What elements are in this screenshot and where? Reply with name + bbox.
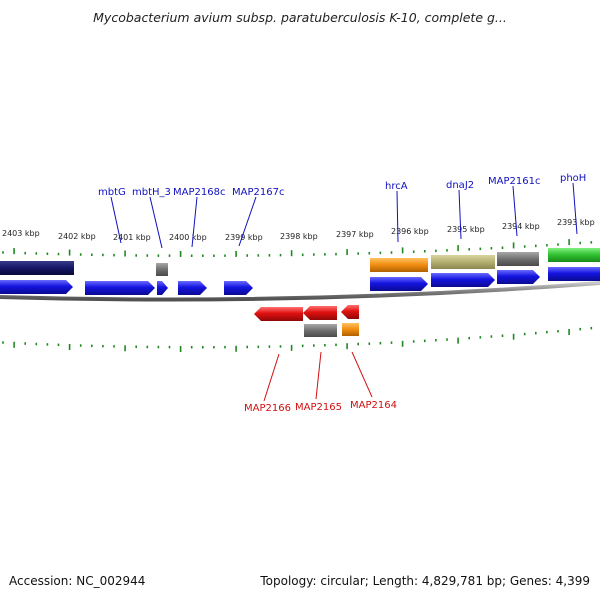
gene-label-mbtH_3[interactable]: mbtH_3 [132, 187, 171, 198]
forward-gene-labels: mbtG mbtH_3 MAP2168c MAP2167c hrcA dnaJ2… [98, 173, 586, 198]
topology-text: Topology: circular; Length: 4,829,781 bp… [260, 574, 590, 588]
gene-block[interactable] [342, 323, 359, 336]
gene-arrow[interactable] [303, 306, 337, 320]
forward-gene-row-upper [0, 248, 600, 276]
gene-arrow[interactable] [157, 281, 168, 295]
gene-block[interactable] [0, 261, 74, 275]
reverse-gene-row [254, 305, 359, 337]
forward-gene-row [0, 267, 600, 295]
gene-arrow[interactable] [431, 273, 495, 287]
kbp-label: 2394 kbp [502, 222, 540, 231]
accession-text: Accession: NC_002944 [9, 574, 146, 588]
gene-label-MAP2165[interactable]: MAP2165 [295, 402, 342, 413]
gene-label-hrcA[interactable]: hrcA [385, 181, 408, 192]
gene-arrow[interactable] [85, 281, 155, 295]
kbp-label: 2395 kbp [447, 225, 485, 234]
gene-label-MAP2168c[interactable]: MAP2168c [173, 187, 225, 198]
gene-label-phoH[interactable]: phoH [560, 173, 586, 184]
genome-backbone [0, 281, 600, 302]
gene-arrow[interactable] [254, 307, 303, 321]
kbp-label: 2399 kbp [225, 233, 263, 242]
gene-label-MAP2166[interactable]: MAP2166 [244, 403, 291, 414]
gene-label-MAP2161c[interactable]: MAP2161c [488, 176, 540, 187]
map-title: Mycobacterium avium subsp. paratuberculo… [93, 10, 507, 25]
gene-arrow[interactable] [178, 281, 207, 295]
gene-block[interactable] [156, 263, 168, 276]
reverse-leader-lines [263, 351, 373, 402]
kbp-label: 2403 kbp [2, 229, 40, 238]
kbp-label: 2400 kbp [169, 233, 207, 242]
gene-arrow[interactable] [0, 280, 73, 294]
gene-block[interactable] [548, 248, 600, 262]
gene-block[interactable] [497, 252, 539, 266]
gene-arrow[interactable] [548, 267, 600, 281]
gene-block[interactable] [370, 258, 428, 272]
gene-block[interactable] [304, 324, 337, 337]
gene-arrow[interactable] [370, 277, 428, 291]
kbp-label: 2398 kbp [280, 232, 318, 241]
gene-label-MAP2167c[interactable]: MAP2167c [232, 187, 284, 198]
reverse-gene-labels: MAP2166 MAP2165 MAP2164 [244, 400, 397, 414]
gene-arrow[interactable] [224, 281, 253, 295]
gene-label-dnaJ2[interactable]: dnaJ2 [446, 180, 474, 191]
gene-arrow[interactable] [497, 270, 540, 284]
kbp-label: 2396 kbp [391, 227, 429, 236]
forward-leader-lines [110, 182, 578, 249]
kbp-label: 2401 kbp [113, 233, 151, 242]
gene-label-mbtG[interactable]: mbtG [98, 187, 126, 198]
outer-tick-row [2, 239, 593, 257]
kbp-label: 2402 kbp [58, 232, 96, 241]
kbp-label: 2397 kbp [336, 230, 374, 239]
gene-label-MAP2164[interactable]: MAP2164 [350, 400, 397, 411]
inner-tick-row [2, 326, 593, 352]
gene-block[interactable] [431, 255, 495, 269]
scale-labels: 2403 kbp 2402 kbp 2401 kbp 2400 kbp 2399… [2, 218, 595, 242]
gene-arrow[interactable] [341, 305, 359, 319]
